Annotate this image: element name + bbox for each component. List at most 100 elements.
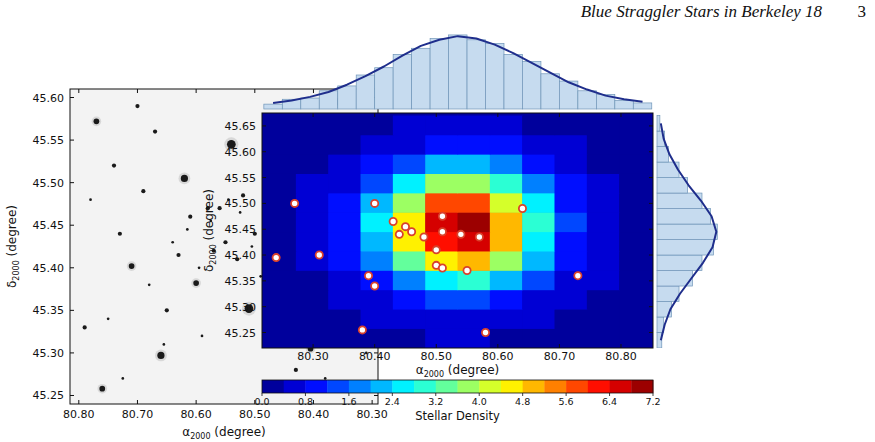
colorbar-band — [544, 380, 566, 393]
x-tick-label: 80.70 — [544, 350, 576, 363]
y-tick — [262, 332, 266, 333]
page: Blue Straggler Stars in Berkeley 18380.8… — [0, 0, 875, 442]
x-tick — [254, 89, 255, 93]
density-cell — [425, 251, 458, 271]
y-tick — [262, 306, 266, 307]
colorbar: 0.00.81.62.43.24.04.85.66.47.2Stellar De… — [254, 380, 660, 423]
density-cell — [554, 270, 587, 290]
bss-point — [365, 272, 372, 279]
x-tick — [436, 344, 437, 348]
colorbar-title: Stellar Density — [415, 409, 500, 423]
bss-point — [273, 254, 280, 261]
bss-point — [316, 251, 323, 258]
bss-point — [482, 329, 489, 336]
star — [153, 129, 157, 133]
y-tick-label: 45.25 — [225, 327, 257, 340]
density-cell — [458, 193, 491, 213]
density-cell — [554, 231, 587, 251]
density-cell — [522, 328, 555, 348]
density-cell — [490, 309, 523, 329]
x-tick — [78, 89, 79, 93]
y-tick-label: 45.55 — [33, 134, 65, 147]
density-cell — [361, 116, 394, 136]
y-tick-label: 45.60 — [33, 92, 65, 105]
colorbar-band — [349, 380, 371, 393]
axis-title: α2000 (degree) — [416, 363, 500, 379]
bss-point — [433, 246, 440, 253]
y-tick — [262, 125, 266, 126]
y-tick — [70, 140, 74, 141]
colorbar-tick-label: 2.4 — [385, 396, 400, 407]
density-cell — [458, 309, 491, 329]
star — [186, 228, 189, 231]
colorbar-band — [392, 380, 414, 393]
histogram-bar — [375, 68, 393, 109]
star — [294, 368, 298, 372]
bss-point — [396, 231, 403, 238]
y-tick-label: 45.65 — [225, 120, 257, 133]
density-cell — [425, 328, 458, 348]
density-cell — [554, 328, 587, 348]
density-cell — [361, 135, 394, 155]
star — [165, 308, 169, 312]
axis-symbol: δ — [5, 281, 19, 288]
density-cell — [328, 212, 361, 232]
histogram-bar — [338, 86, 356, 109]
density-cell — [393, 251, 426, 271]
density-cell — [296, 154, 329, 174]
y-tick — [649, 229, 653, 230]
density-cell — [425, 309, 458, 329]
density-cell — [263, 154, 296, 174]
density-cell — [522, 154, 555, 174]
density-cell — [458, 290, 491, 310]
colorbar-band — [262, 380, 284, 393]
star — [112, 164, 116, 168]
histogram-bar — [657, 255, 702, 270]
page-number: 3 — [858, 2, 867, 21]
y-tick — [262, 255, 266, 256]
y-tick-label: 45.30 — [225, 301, 257, 314]
y-tick — [649, 151, 653, 152]
density-cell — [425, 154, 458, 174]
density-cell — [490, 231, 523, 251]
density-cell — [522, 193, 555, 213]
fit-curve — [661, 123, 717, 340]
density-cell — [361, 290, 394, 310]
y-tick — [70, 267, 74, 268]
star — [163, 343, 166, 346]
x-tick-label: 80.70 — [122, 408, 154, 421]
density-cell — [296, 328, 329, 348]
histogram-bar — [657, 240, 713, 255]
density-cell — [328, 135, 361, 155]
colorbar-band — [479, 380, 501, 393]
star — [157, 352, 164, 359]
x-histogram — [264, 35, 652, 109]
x-tick — [137, 89, 138, 93]
histogram-bar — [264, 104, 282, 109]
density-cell — [587, 173, 620, 193]
axis-symbol: α — [182, 425, 190, 439]
density-cell — [263, 173, 296, 193]
y-tick-label: 45.35 — [33, 304, 65, 317]
density-cell — [296, 309, 329, 329]
axis-subscript: 2000 — [190, 432, 210, 441]
y-tick — [649, 306, 653, 307]
colorbar-tick-label: 3.2 — [428, 396, 443, 407]
y-tick — [70, 182, 74, 183]
density-cell — [296, 173, 329, 193]
star — [201, 335, 204, 338]
density-cell — [296, 116, 329, 136]
star-halo — [97, 384, 107, 394]
density-cell — [490, 328, 523, 348]
x-tick — [436, 113, 437, 117]
bss-point — [408, 228, 415, 235]
colorbar-tick-label: 4.0 — [472, 396, 487, 407]
density-cell — [619, 231, 652, 251]
density-cell — [393, 270, 426, 290]
colorbar-band — [631, 380, 653, 393]
density-cell — [554, 173, 587, 193]
density-cell — [522, 251, 555, 271]
density-cell — [296, 270, 329, 290]
axis-title: α2000 (degree) — [182, 425, 266, 441]
density-cell — [554, 309, 587, 329]
